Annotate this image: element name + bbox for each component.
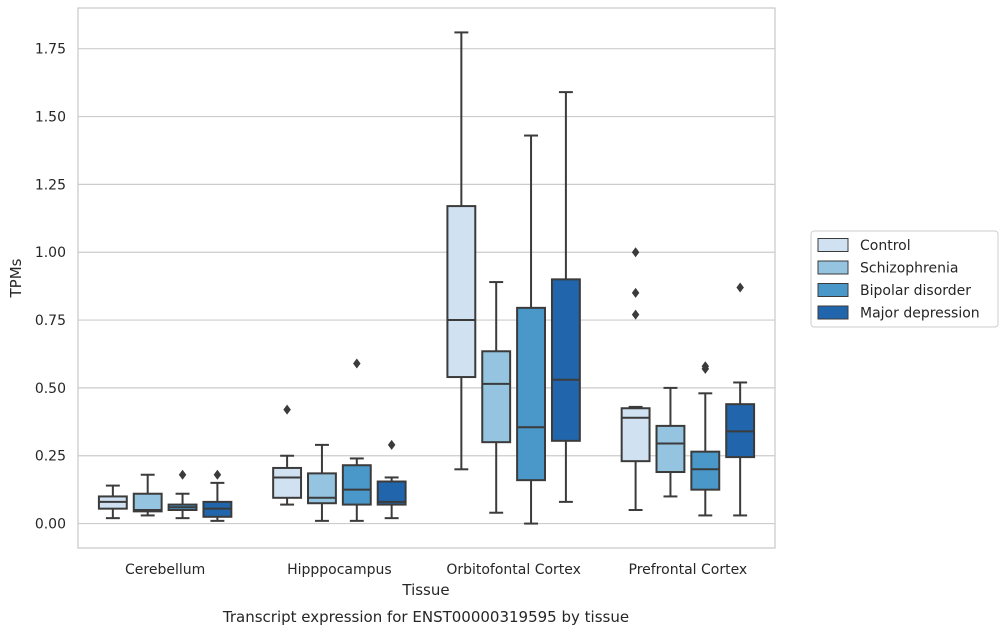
- box-schizophrenia: [307, 443, 337, 522]
- box-schizophrenia: [655, 386, 686, 498]
- box-iqr: [446, 205, 477, 379]
- legend-swatch: [817, 260, 849, 275]
- box-bipolar-disorder: [167, 469, 198, 520]
- plot-frame: [77, 7, 776, 549]
- y-tick-label: 1.75: [35, 42, 66, 58]
- chart-caption: Transcript expression for ENST0000031959…: [222, 608, 629, 626]
- box-bipolar-disorder: [516, 134, 546, 525]
- box-major-depression: [376, 439, 407, 520]
- y-tick-label: 0.25: [35, 449, 66, 465]
- legend-frame: [810, 230, 999, 328]
- box-control: [446, 31, 477, 471]
- legend: Control Schizophrenia Bipolar disorder Majo…: [810, 230, 999, 328]
- y-tick-label: 1.25: [35, 177, 66, 193]
- legend-swatch: [817, 305, 849, 320]
- box-major-depression: [202, 469, 233, 522]
- box-series: [97, 31, 756, 525]
- box-schizophrenia: [132, 473, 163, 517]
- y-tick-label: 0.50: [35, 381, 66, 397]
- y-axis-label: TPMs: [7, 258, 25, 298]
- x-tick-labels: Cerebellum Hipppocampus Orbitofontal Corte…: [125, 562, 747, 578]
- gridlines: [78, 48, 775, 525]
- x-tick-label: Hipppocampus: [287, 562, 392, 578]
- box-iqr: [481, 350, 512, 444]
- box-iqr: [516, 306, 546, 482]
- box-iqr: [132, 492, 163, 513]
- legend-label: Control: [860, 238, 911, 254]
- box-bipolar-disorder: [341, 358, 372, 522]
- x-tick-label: Prefrontal Cortex: [629, 562, 748, 578]
- box-control: [620, 247, 651, 512]
- outlier-point: [631, 247, 640, 258]
- box-iqr: [690, 450, 721, 491]
- outlier-point: [631, 309, 640, 320]
- outlier-point: [736, 282, 744, 293]
- y-tick-label: 1.50: [35, 110, 66, 126]
- box-major-depression: [725, 282, 756, 517]
- x-tick-label: Cerebellum: [125, 562, 205, 578]
- legend-label: Bipolar disorder: [860, 283, 971, 299]
- box-iqr: [550, 278, 581, 442]
- box-schizophrenia: [481, 281, 512, 514]
- box-iqr: [655, 424, 686, 474]
- legend-label: Schizophrenia: [860, 261, 958, 277]
- y-tick-label: 1.00: [35, 245, 66, 261]
- y-tick-labels: 0.00 0.25 0.50 0.75 1.00 1.25 1.50 1.75: [35, 42, 66, 533]
- legend-swatch: [817, 238, 849, 252]
- x-axis-label: Tissue: [401, 581, 449, 599]
- y-tick-label: 0.75: [35, 313, 66, 329]
- outlier-point: [631, 287, 640, 298]
- outlier-point: [701, 361, 710, 372]
- box-control: [97, 484, 128, 520]
- outlier-point: [283, 404, 291, 415]
- legend-swatch: [817, 283, 849, 297]
- box-iqr: [620, 407, 651, 463]
- y-tick-label: 0.00: [35, 517, 66, 533]
- outlier-point: [387, 439, 396, 450]
- box-iqr: [376, 480, 407, 506]
- legend-label: Major depression: [860, 306, 980, 322]
- outlier-point: [353, 358, 361, 369]
- box-iqr: [272, 466, 303, 499]
- x-tick-label: Orbitofontal Cortex: [446, 562, 581, 578]
- box-bipolar-disorder: [690, 361, 721, 517]
- box-iqr: [341, 464, 372, 506]
- outlier-point: [178, 469, 187, 480]
- outlier-point: [213, 469, 222, 480]
- box-control: [272, 404, 303, 506]
- box-major-depression: [550, 91, 581, 503]
